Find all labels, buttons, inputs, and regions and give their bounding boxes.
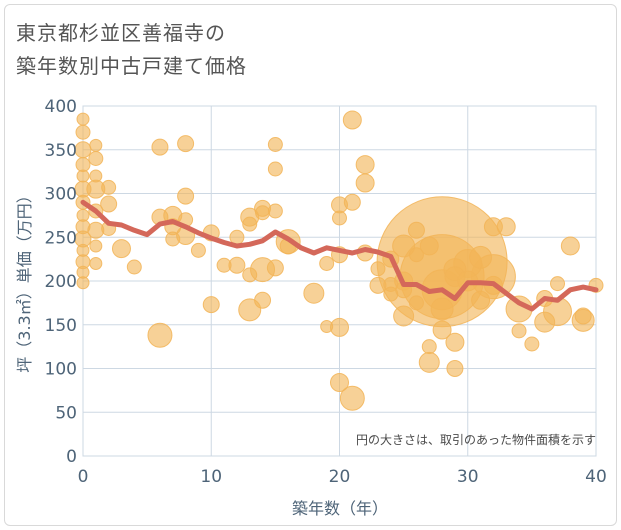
tick-labels: 0 50 100 150 200 250 300 350 400 0 10 20 30 40 xyxy=(45,97,607,487)
bubble-point xyxy=(126,259,142,275)
bubble-point xyxy=(147,322,173,348)
y-tick-label: 150 xyxy=(45,316,77,336)
bubble-point xyxy=(342,110,362,130)
bubble-point xyxy=(407,221,425,239)
y-tick-label: 250 xyxy=(45,228,77,248)
bubble-point xyxy=(151,138,169,156)
bubble-point xyxy=(383,286,399,302)
bubble-point xyxy=(89,169,103,183)
bubble-point xyxy=(445,332,465,352)
y-tick-label: 0 xyxy=(66,447,77,467)
bubble-point xyxy=(320,320,334,333)
bubble-point xyxy=(267,203,283,219)
bubble-point xyxy=(255,205,271,221)
bubble-point xyxy=(534,311,556,333)
bubble-point xyxy=(177,135,195,153)
bubble-point xyxy=(355,155,375,175)
bubble-point xyxy=(408,247,424,263)
bubble-point xyxy=(393,305,415,327)
y-tick-label: 350 xyxy=(45,141,77,161)
bubble-point xyxy=(177,187,195,205)
bubble-point xyxy=(560,236,580,256)
bubble-point xyxy=(76,208,90,222)
bubble-point xyxy=(430,297,454,321)
bubble-point xyxy=(339,385,365,411)
bubble-point xyxy=(330,317,349,337)
bubble-point xyxy=(421,339,437,355)
bubble-point xyxy=(355,173,375,193)
bubble-point xyxy=(524,336,540,352)
y-tick-label: 100 xyxy=(45,360,77,380)
bubble-point xyxy=(550,276,566,292)
bubble-point xyxy=(408,295,424,311)
bubble-point xyxy=(446,360,464,377)
x-tick-label: 30 xyxy=(457,467,479,487)
bubble-point xyxy=(343,193,361,211)
bubble-point xyxy=(165,231,181,247)
y-tick-label: 400 xyxy=(45,97,77,117)
bubble-point xyxy=(471,290,491,310)
size-annotation: 円の大きさは、取引のあった物件面積を示す xyxy=(356,432,596,447)
bubble-point xyxy=(242,216,258,232)
bubble-point xyxy=(254,291,272,309)
bubble-point xyxy=(75,124,91,140)
average-line xyxy=(80,199,599,312)
bubble-point xyxy=(111,239,131,259)
chart-title-line-2: 築年数別中古戸建て価格 xyxy=(16,54,247,78)
y-tick-label: 300 xyxy=(45,185,77,205)
y-tick-label: 200 xyxy=(45,272,77,292)
bubble-point xyxy=(496,217,516,237)
bubble-point xyxy=(76,112,90,126)
bubble-point xyxy=(242,267,258,283)
chart-title-line-1: 東京都杉並区善福寺の xyxy=(16,21,226,45)
bubble-point xyxy=(100,195,118,213)
bubble-point xyxy=(74,180,92,198)
bubble-point xyxy=(303,282,325,304)
bubble-point xyxy=(89,257,103,270)
bubble-point xyxy=(76,243,90,257)
bubble-point xyxy=(332,210,347,226)
bubble-point xyxy=(319,256,335,271)
bubble-point xyxy=(432,320,452,340)
bubble-point xyxy=(190,242,206,258)
bubble-point xyxy=(76,169,90,183)
x-tick-label: 10 xyxy=(200,467,222,487)
bubble-point xyxy=(392,234,416,258)
y-tick-label: 50 xyxy=(55,403,77,423)
bubble-point xyxy=(88,151,104,166)
x-tick-label: 0 xyxy=(78,467,89,487)
bubble-point xyxy=(419,236,439,256)
bubble-point xyxy=(511,323,527,339)
bubble-point xyxy=(89,138,103,152)
bubble-point xyxy=(216,257,232,273)
x-tick-label: 20 xyxy=(329,467,351,487)
x-axis-label: 築年数（年） xyxy=(292,499,388,518)
bubble-point xyxy=(574,307,592,325)
bubble-series xyxy=(74,110,604,411)
grid xyxy=(82,105,597,457)
x-tick-label: 40 xyxy=(585,467,607,487)
bubble-point xyxy=(418,351,440,373)
bubble-point xyxy=(330,373,349,392)
bubble-point xyxy=(74,141,92,159)
bubble-point xyxy=(76,276,90,290)
bubble-point xyxy=(370,261,386,277)
y-axis-label: 坪（3.3㎡）単価（万円） xyxy=(15,187,34,372)
bubble-point xyxy=(101,179,117,195)
bubble-point xyxy=(469,245,493,269)
chart-card xyxy=(4,4,617,526)
bubble-point xyxy=(266,259,284,277)
bubble-point xyxy=(267,161,283,177)
bubble-point xyxy=(89,239,103,253)
bubble-point xyxy=(267,137,283,152)
bubble-point xyxy=(202,296,220,314)
